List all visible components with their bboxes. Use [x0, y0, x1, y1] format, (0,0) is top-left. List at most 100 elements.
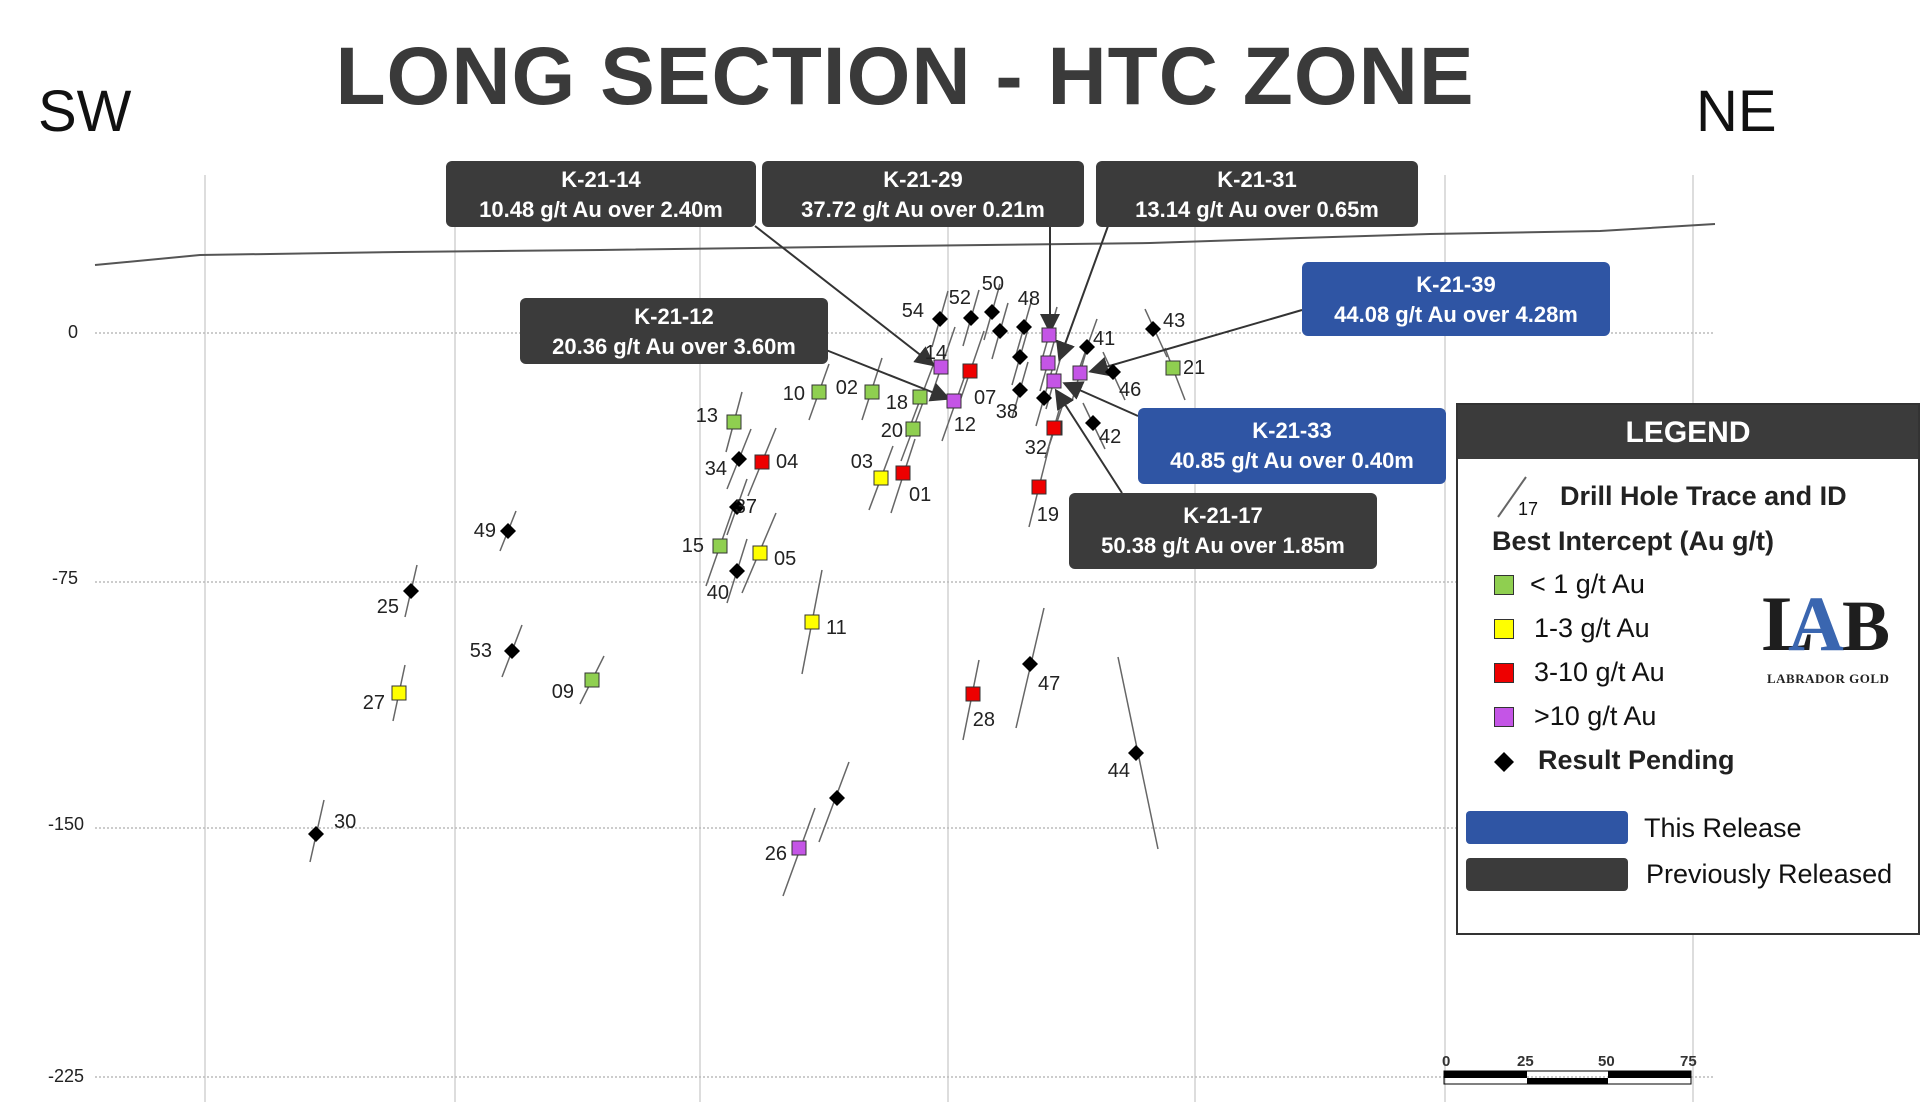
- drill-hole-purple-marker: [933, 359, 949, 375]
- drill-hole-purple-marker: [946, 393, 962, 409]
- callout-k-21-29: K-21-29 37.72 g/t Au over 0.21m: [762, 161, 1084, 227]
- svg-text:L: L: [1762, 586, 1814, 656]
- scale-tick-label: 50: [1598, 1053, 1615, 1070]
- pending-diamond-icon: [1494, 752, 1514, 772]
- callout-arrow: [1056, 225, 1109, 362]
- drill-hole-pending-marker: [504, 643, 520, 659]
- callout-k-21-12: K-21-12 20.36 g/t Au over 3.60m: [520, 298, 828, 364]
- drill-hole-label: 01: [909, 484, 931, 506]
- callout-arrow: [1062, 381, 1139, 417]
- drill-hole-label: 02: [836, 377, 858, 399]
- drill-hole-yellow-marker: [391, 685, 407, 701]
- drill-hole-label: 12: [954, 414, 976, 436]
- svg-text:B: B: [1842, 586, 1890, 656]
- callout-result: 44.08 g/t Au over 4.28m: [1334, 302, 1578, 327]
- drill-hole-red-marker: [965, 686, 981, 702]
- callout-hole-id: K-21-29: [883, 167, 963, 192]
- drill-hole-label: 21: [1183, 357, 1205, 379]
- drill-hole-label: 30: [334, 811, 356, 833]
- callout-hole-id: K-21-33: [1252, 418, 1332, 443]
- callout-hole-id: K-21-39: [1416, 272, 1496, 297]
- drill-hole-red-marker: [1046, 420, 1062, 436]
- drill-hole-label: 10: [783, 383, 805, 405]
- drill-hole-label: 44: [1108, 760, 1130, 782]
- callout-hole-id: K-21-14: [561, 167, 641, 192]
- drill-hole-label: 13: [696, 405, 718, 427]
- svg-text:A: A: [1788, 586, 1844, 656]
- legend-class-label: < 1 g/t Au: [1530, 569, 1645, 599]
- drill-hole-yellow-marker: [804, 614, 820, 630]
- legend-panel: LEGEND 17 Drill Hole Trace and ID Best I…: [1456, 403, 1920, 935]
- drill-trace-sample-icon: [1497, 476, 1527, 518]
- drill-hole-pending-marker: [500, 523, 516, 539]
- drill-hole-label: 07: [974, 387, 996, 409]
- drill-hole-yellow-marker: [873, 470, 889, 486]
- drill-hole-green-marker: [712, 538, 728, 554]
- drill-hole-pending-marker: [1079, 339, 1095, 355]
- drill-hole-green-marker: [726, 414, 742, 430]
- drill-hole-pending-marker: [308, 826, 324, 842]
- drill-hole-pending-marker: [729, 563, 745, 579]
- legend-trace-label: Drill Hole Trace and ID: [1560, 481, 1847, 511]
- drill-hole-green-marker: [912, 389, 928, 405]
- legend-yellow-swatch: [1494, 619, 1514, 639]
- labrador-gold-logo: L A B: [1762, 586, 1890, 656]
- drill-hole-label: 19: [1037, 504, 1059, 526]
- callout-result: 40.85 g/t Au over 0.40m: [1170, 448, 1414, 473]
- drill-hole-label: 47: [1038, 673, 1060, 695]
- callout-k-21-39: K-21-39 44.08 g/t Au over 4.28m: [1302, 262, 1610, 336]
- drill-hole-label: 32: [1025, 437, 1047, 459]
- drill-hole-label: 05: [774, 548, 796, 570]
- drill-hole-markers: [308, 304, 1181, 856]
- scale-tick-label: 0: [1442, 1053, 1451, 1070]
- drill-hole-label: 40: [707, 582, 729, 604]
- drill-hole-label: 49: [474, 520, 496, 542]
- drill-hole-label: 46: [1119, 379, 1141, 401]
- drill-hole-pending-marker: [984, 304, 1000, 320]
- direction-ne: NE: [1696, 79, 1777, 144]
- drill-hole-pending-marker: [403, 583, 419, 599]
- drill-hole-purple-marker: [1046, 373, 1062, 389]
- drill-hole-red-marker: [962, 363, 978, 379]
- drill-hole-pending-marker: [1012, 382, 1028, 398]
- drill-hole-pending-marker: [1036, 390, 1052, 406]
- drill-hole-label: 53: [470, 640, 492, 662]
- legend-trace-id: 17: [1518, 499, 1539, 519]
- drill-hole-label: 27: [363, 692, 385, 714]
- elevation-label: -150: [48, 814, 85, 834]
- drill-hole-pending-marker: [1012, 349, 1028, 365]
- drill-hole-green-marker: [1165, 360, 1181, 376]
- drill-hole-pending-marker: [1128, 745, 1144, 761]
- drill-hole-red-marker: [754, 454, 770, 470]
- drill-hole-label: 34: [705, 458, 727, 480]
- drill-hole-red-marker: [1031, 479, 1047, 495]
- drill-hole-purple-marker: [1041, 327, 1057, 343]
- drill-hole-yellow-marker: [752, 545, 768, 561]
- scale-tick-label: 75: [1680, 1053, 1697, 1070]
- callout-result: 10.48 g/t Au over 2.40m: [479, 197, 723, 222]
- legend-this-release-label: This Release: [1644, 813, 1802, 843]
- drill-hole-green-marker: [584, 672, 600, 688]
- callout-k-21-17: K-21-17 50.38 g/t Au over 1.85m: [1069, 493, 1377, 569]
- page-title: LONG SECTION - HTC ZONE: [335, 31, 1475, 122]
- legend-previously-released-swatch: [1466, 858, 1628, 891]
- direction-sw: SW: [38, 79, 132, 144]
- drill-hole-label: 11: [826, 617, 847, 639]
- topography-line: [94, 223, 1716, 266]
- callout-k-21-31: K-21-31 13.14 g/t Au over 0.65m: [1096, 161, 1418, 227]
- logo-company-name: LABRADOR GOLD: [1767, 671, 1890, 686]
- legend-title: LEGEND: [1458, 405, 1918, 459]
- legend-this-release-swatch: [1466, 811, 1628, 844]
- drill-hole-purple-marker: [1040, 355, 1056, 371]
- drill-hole-pending-marker: [1085, 415, 1101, 431]
- drill-hole-pending-marker: [1145, 321, 1161, 337]
- drill-hole-label: 03: [851, 451, 873, 473]
- drill-hole-pending-marker: [829, 790, 845, 806]
- callout-result: 50.38 g/t Au over 1.85m: [1101, 533, 1345, 558]
- drill-hole-label: 20: [881, 420, 903, 442]
- elevation-label: -75: [52, 568, 79, 588]
- drill-hole-label: 28: [973, 709, 995, 731]
